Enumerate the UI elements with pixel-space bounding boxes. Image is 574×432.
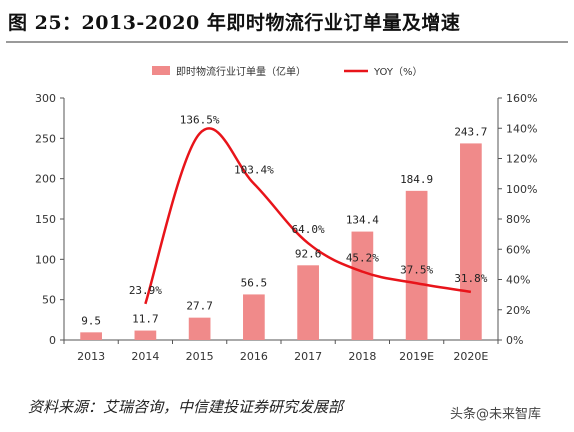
bar-value-label: 27.7 [186, 300, 213, 313]
right-tick-label: 60% [506, 243, 530, 256]
bar-value-label: 92.6 [295, 247, 322, 260]
line-series [144, 127, 472, 305]
left-tick-label: 300 [35, 92, 56, 105]
yoy-value-label: 23.9% [129, 284, 162, 297]
left-tick-label: 150 [35, 213, 56, 226]
left-tick-label: 200 [35, 173, 56, 186]
right-tick-label: 80% [506, 213, 530, 226]
left-tick-label: 0 [49, 334, 56, 347]
yoy-value-label: 64.0% [292, 223, 325, 236]
left-tick-label: 100 [35, 253, 56, 266]
right-tick-label: 120% [506, 153, 537, 166]
right-tick-label: 100% [506, 183, 537, 196]
right-tick-label: 0% [506, 334, 523, 347]
x-tick-label: 2016 [240, 350, 268, 363]
legend: 即时物流行业订单量（亿单） YOY（%） [152, 65, 423, 78]
yoy-value-label: 31.8% [454, 272, 487, 285]
bar-value-label: 243.7 [454, 125, 487, 138]
right-tick-label: 160% [506, 92, 537, 105]
x-tick-label: 2017 [294, 350, 322, 363]
right-tick-label: 20% [506, 304, 530, 317]
bar [188, 317, 211, 340]
left-tick-label: 50 [42, 294, 56, 307]
x-tick-label: 2014 [131, 350, 159, 363]
figure-title: 图 25：2013-2020 年即时物流行业订单量及增速 [8, 12, 461, 34]
x-tick-label: 2020E [453, 350, 488, 363]
right-tick-label: 40% [506, 274, 530, 287]
x-tick-label: 2013 [77, 350, 105, 363]
bar [460, 143, 482, 340]
right-tick-label: 140% [506, 122, 537, 135]
yoy-value-label: 103.4% [234, 164, 274, 177]
data-labels: 9.5 11.7 27.7 56.5 92.6 134.4 184.9 243.7 23.9% 1… [81, 114, 488, 328]
title-divider [6, 41, 568, 43]
legend-bar-label: 即时物流行业订单量（亿单） [176, 65, 306, 78]
x-tick-label: 2015 [186, 350, 214, 363]
bar-value-label: 134.4 [346, 214, 379, 227]
x-tick-label: 2019E [399, 350, 434, 363]
legend-line-label: YOY（%） [373, 66, 423, 78]
bar [243, 294, 265, 340]
yoy-value-label: 37.5% [400, 263, 433, 276]
bar [405, 190, 428, 340]
yoy-line [144, 127, 472, 305]
bar-value-label: 11.7 [132, 313, 159, 326]
bar [134, 330, 157, 340]
bar-value-label: 56.5 [241, 276, 268, 289]
source-note: 资料来源：艾瑞咨询，中信建投证券研究发展部 [28, 398, 344, 416]
bar [351, 231, 374, 340]
bar [80, 332, 102, 340]
bar [297, 265, 319, 340]
yoy-value-label: 45.2% [346, 252, 379, 265]
x-tick-label: 2018 [348, 350, 376, 363]
watermark: 头条@未来智库 [450, 407, 542, 422]
bar-value-label: 184.9 [400, 173, 433, 186]
yoy-value-label: 136.5% [180, 114, 220, 127]
bar-value-label: 9.5 [81, 314, 101, 327]
legend-bar-swatch [152, 66, 170, 75]
chart: 即时物流行业订单量（亿单） YOY（%） 0 50 100 150 200 250 300 0%… [35, 65, 537, 363]
left-tick-label: 250 [35, 132, 56, 145]
